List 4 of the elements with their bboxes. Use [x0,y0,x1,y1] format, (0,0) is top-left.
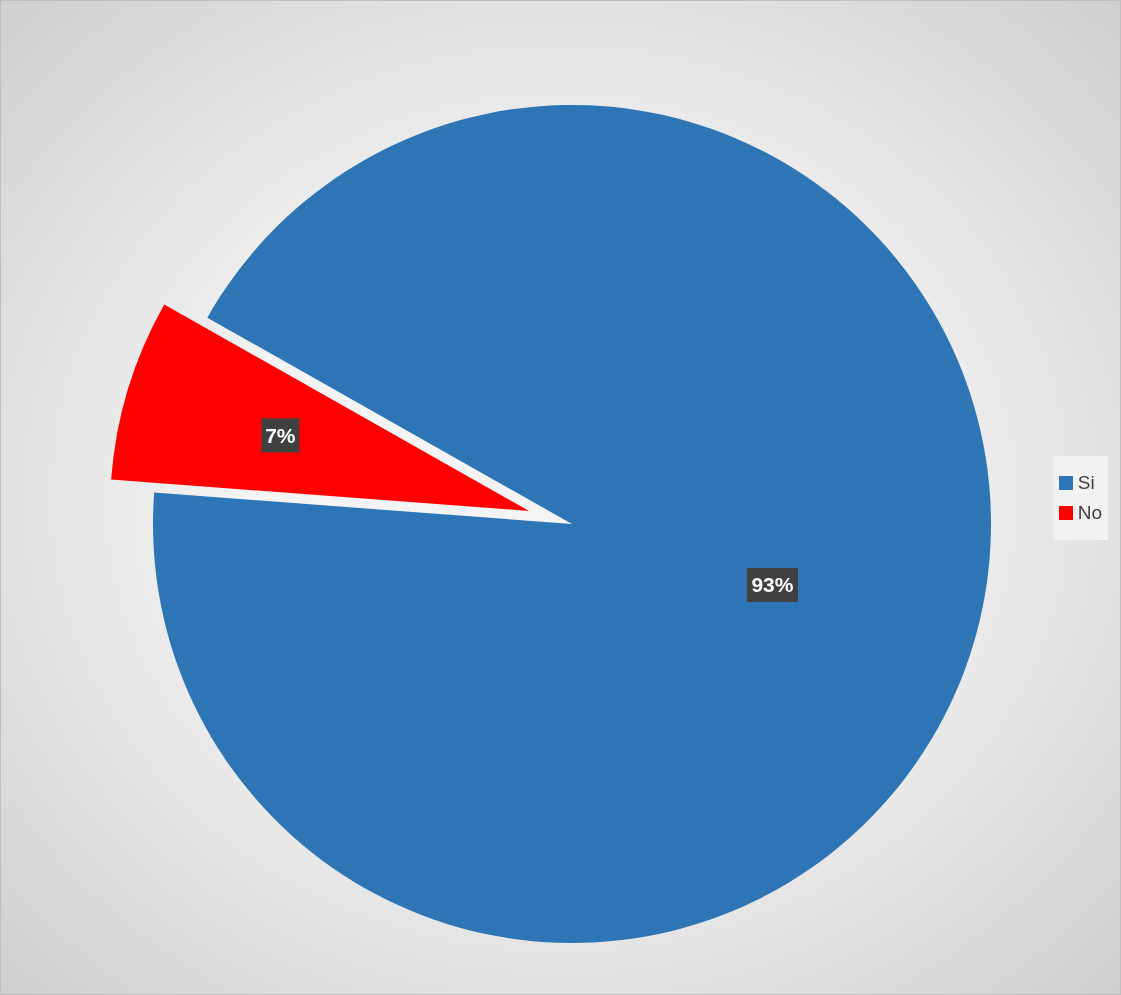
data-label: 93% [751,573,794,597]
legend-label: No [1077,501,1102,524]
legend-label: Si [1077,471,1095,494]
data-label: 7% [265,423,296,447]
